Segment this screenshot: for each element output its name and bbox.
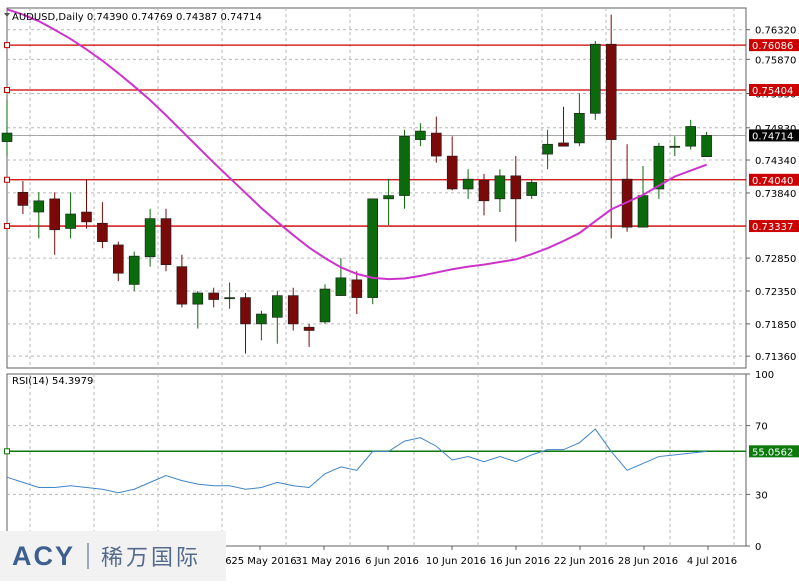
header-indicator-icon <box>4 13 10 17</box>
candle-body <box>383 195 394 200</box>
candle-body <box>240 297 251 325</box>
x-tick-label: 4 Jul 2016 <box>687 556 737 567</box>
candle-body <box>192 292 204 305</box>
watermark-logo: ACY 稀万国际 <box>0 531 226 581</box>
candle-body <box>589 43 601 114</box>
rsi-tick-label: 0 <box>755 542 761 553</box>
candle-body <box>303 326 315 331</box>
x-tick-label: 28 Jun 2016 <box>618 556 678 567</box>
candle-body <box>351 279 363 298</box>
candle-body <box>653 145 665 190</box>
price-tick-label: 0.72350 <box>755 287 796 298</box>
candle-body <box>65 213 76 229</box>
candle-body <box>605 43 617 140</box>
x-tick-label: 22 Jun 2016 <box>554 556 614 567</box>
rsi-line <box>6 428 707 494</box>
x-tick-label: 16 Jun 2016 <box>490 556 550 567</box>
level-price-label: 0.75404 <box>752 86 793 97</box>
candle-body <box>510 175 522 200</box>
symbol-header: AUDUSD,Daily 0.74390 0.74769 0.74387 0.7… <box>12 12 262 23</box>
rsi-panel <box>6 373 747 547</box>
rsi-tick-label: 100 <box>755 370 774 381</box>
candle-body <box>113 244 124 274</box>
candle-body <box>478 180 490 202</box>
x-tick-label: 6 Jun 2016 <box>365 556 419 567</box>
candle-body <box>81 211 92 223</box>
price-tick-label: 0.71360 <box>755 352 796 363</box>
level-price-label: 0.73337 <box>752 222 793 233</box>
candle-body <box>319 288 331 323</box>
candle-body <box>462 178 474 190</box>
level-price-tag <box>749 84 799 97</box>
candle-body <box>430 132 442 157</box>
candle-body <box>128 255 140 285</box>
candle-body <box>558 142 569 147</box>
level-handle <box>4 176 10 183</box>
level-price-tag <box>749 173 799 186</box>
candle-body <box>335 277 347 296</box>
candle-body <box>160 218 172 265</box>
price-tick-label: 0.71850 <box>755 320 796 331</box>
x-tick-label: 25 May 2016 <box>231 556 296 567</box>
price-tick-label: 0.74830 <box>755 124 796 135</box>
price-tick-label: 0.73840 <box>755 189 796 200</box>
rsi-level-label: 55.0562 <box>752 447 793 458</box>
level-price-label: 0.74040 <box>752 176 793 187</box>
x-tick-label: 10 Jun 2016 <box>426 556 486 567</box>
watermark-brand: ACY <box>12 540 76 571</box>
candle-body <box>415 130 426 140</box>
current-price-tag <box>749 129 799 142</box>
candle-body <box>701 135 712 158</box>
rsi-tick-label: 70 <box>755 422 768 433</box>
candle-body <box>685 126 697 147</box>
level-price-tag <box>749 220 799 233</box>
candle-body <box>574 113 585 144</box>
rsi-header: RSI(14) 54.3979 <box>12 376 93 387</box>
candle-body <box>669 145 681 148</box>
candle-body <box>446 155 458 190</box>
candle-body <box>17 191 29 206</box>
candle-body <box>287 295 299 325</box>
candle-body <box>494 175 506 200</box>
rsi-level-handle <box>4 448 10 455</box>
price-tick-label: 0.76320 <box>755 26 796 37</box>
candle-body <box>224 297 235 300</box>
rsi-level-tag <box>749 445 799 458</box>
price-tick-label: 0.74340 <box>755 156 796 167</box>
candle-body <box>208 292 219 300</box>
candle-body <box>256 313 267 325</box>
candle-body <box>144 218 156 258</box>
price-panel <box>6 7 747 369</box>
candle-body <box>271 295 283 318</box>
rsi-tick-label: 30 <box>755 490 768 501</box>
candle-body <box>97 222 108 242</box>
candle-body <box>399 136 410 196</box>
candle-body <box>33 200 45 213</box>
x-tick-label: 31 May 2016 <box>295 556 360 567</box>
watermark-brand-cn: 稀万国际 <box>101 546 202 571</box>
candle-body <box>49 198 61 231</box>
candle-body <box>637 195 649 228</box>
price-tick-label: 0.75870 <box>755 55 796 66</box>
level-handle <box>4 87 10 94</box>
candle-body <box>1 132 13 142</box>
candle-body <box>367 198 379 298</box>
candle-body <box>176 266 188 305</box>
candle-body <box>526 182 538 196</box>
price-tick-label: 0.72850 <box>755 254 796 265</box>
current-price-label: 0.74714 <box>752 131 793 142</box>
level-handle <box>4 223 10 230</box>
level-price-tag <box>749 39 799 52</box>
level-price-label: 0.76086 <box>752 41 793 52</box>
candle-body <box>542 143 553 155</box>
level-handle <box>4 42 10 49</box>
moving-average-line <box>6 8 707 281</box>
watermark-separator <box>87 543 90 569</box>
